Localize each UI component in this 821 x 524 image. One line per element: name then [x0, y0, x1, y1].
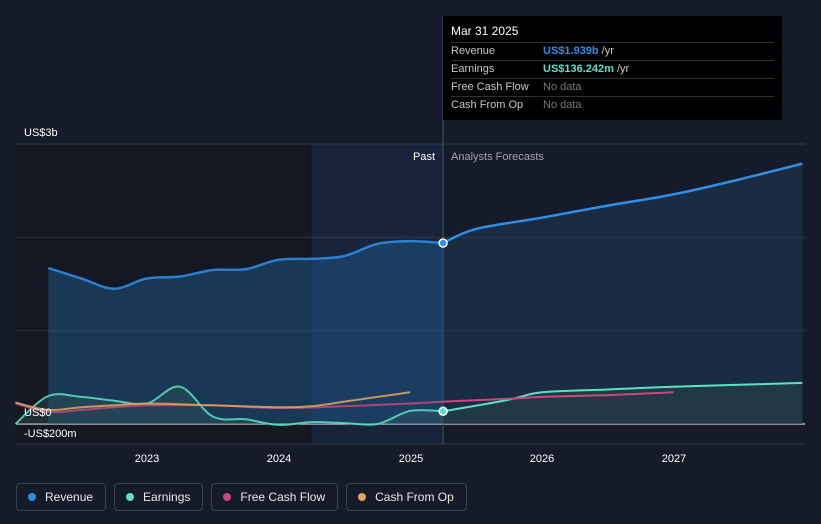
- tooltip-value: US$136.242m: [543, 63, 614, 75]
- tooltip-value: No data: [543, 99, 582, 111]
- tooltip-row-earnings: Earnings US$136.242m /yr: [451, 60, 774, 78]
- forecast-label: Analysts Forecasts: [451, 151, 544, 163]
- x-tick-2023: 2023: [135, 453, 159, 465]
- x-tick-2024: 2024: [267, 453, 291, 465]
- earnings-dot-icon: [126, 493, 135, 501]
- legend-item-cash-from-op[interactable]: Cash From Op: [346, 483, 467, 511]
- tooltip-unit: /yr: [616, 63, 630, 75]
- cash-from-op-past-line: [15, 391, 411, 412]
- tooltip-label: Revenue: [451, 45, 496, 57]
- earnings-past-area: [15, 386, 444, 425]
- revenue-forecast-area: [443, 163, 803, 424]
- free-cash-flow-dot-icon: [223, 493, 232, 501]
- tooltip-value: No data: [543, 81, 582, 93]
- earnings-current-marker: [438, 406, 448, 417]
- tooltip-row-revenue: Revenue US$1.939b /yr: [451, 42, 774, 60]
- past-highlight-band: [311, 144, 444, 444]
- tooltip-label: Earnings: [451, 63, 495, 75]
- past-label: Past: [413, 151, 435, 163]
- cash-from-op-dot-icon: [358, 493, 367, 501]
- y-axis-top-label: US$3b: [24, 127, 58, 139]
- legend-item-earnings[interactable]: Earnings: [114, 483, 204, 511]
- revenue-past-line: [47, 239, 444, 290]
- revenue-forecast-line: [442, 162, 803, 245]
- tooltip-label: Free Cash Flow: [451, 81, 529, 93]
- y-axis-bottom-label: -US$200m: [24, 428, 77, 440]
- tooltip-unit: /yr: [601, 45, 614, 57]
- legend-label: Revenue: [45, 490, 94, 504]
- revenue-dot-icon: [28, 493, 36, 501]
- tooltip-value: US$1.939b: [543, 45, 599, 57]
- data-tooltip: Mar 31 2025 Revenue US$1.939b /yr Earnin…: [443, 16, 782, 120]
- legend-label: Earnings: [143, 490, 191, 504]
- tooltip-row-free-cash-flow: Free Cash Flow No data: [451, 78, 774, 96]
- financial-chart: US$3b US$0 -US$200m Past Analysts Foreca…: [14, 16, 805, 465]
- earnings-forecast-area: [443, 382, 803, 424]
- y-axis-zero-label: US$0: [24, 407, 52, 419]
- x-tick-2026: 2026: [530, 453, 554, 465]
- legend-item-revenue[interactable]: Revenue: [16, 483, 107, 511]
- tooltip-date: Mar 31 2025: [451, 24, 519, 38]
- revenue-current-marker: [438, 238, 448, 248]
- tooltip-row-cash-from-op: Cash From Op No data: [451, 96, 774, 114]
- earnings-past-line: [14, 385, 444, 426]
- chart-legend: Revenue Earnings Free Cash Flow Cash Fro…: [16, 483, 467, 511]
- x-tick-2027: 2027: [662, 453, 686, 465]
- x-tick-2025: 2025: [399, 453, 423, 465]
- free-cash-flow-forecast-line: [443, 391, 674, 403]
- legend-label: Free Cash Flow: [240, 490, 326, 504]
- revenue-past-area: [48, 241, 444, 424]
- legend-label: Cash From Op: [375, 490, 454, 504]
- legend-item-free-cash-flow[interactable]: Free Cash Flow: [211, 483, 339, 511]
- tooltip-label: Cash From Op: [451, 99, 524, 111]
